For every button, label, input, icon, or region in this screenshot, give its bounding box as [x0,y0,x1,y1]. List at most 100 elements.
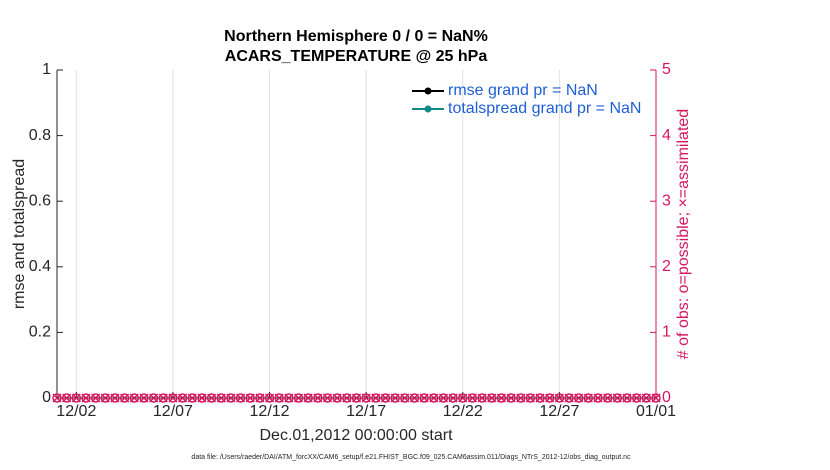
obs-marker [371,393,381,403]
marker-circle [612,393,623,403]
obs-marker [525,393,536,403]
marker-circle [458,393,468,403]
chart-title: Northern Hemisphere 0 / 0 = NaN% [224,28,488,45]
obs-marker [294,393,304,403]
marker-circle [467,393,478,403]
obs-marker [390,393,400,403]
obs-marker [477,393,487,403]
marker-cross [255,393,265,403]
marker-cross [245,393,255,403]
obs-marker [651,393,661,403]
marker-circle [274,393,284,403]
marker-circle [448,393,458,403]
marker-circle [52,393,62,403]
marker-cross [81,393,91,403]
obs-marker [506,393,516,403]
footnote: data file: /Users/raeder/DAI/ATM_forcXX/… [191,454,631,461]
obs-marker [400,393,410,403]
marker-cross [574,393,584,403]
obs-marker [554,393,564,403]
marker-cross [448,393,458,403]
marker-cross [419,393,429,403]
marker-circle [487,393,497,403]
obs-marker [149,393,159,403]
y-tick-label: 0.4 [29,258,51,275]
marker-cross [632,393,642,403]
obs-marker [81,393,91,403]
marker-circle [206,393,217,403]
obs-marker [458,393,468,403]
marker-circle [583,393,594,403]
marker-cross [322,393,333,403]
marker-cross [52,393,62,403]
obs-marker [564,393,574,403]
marker-cross [622,393,632,403]
y2-tick-label: 2 [662,258,671,275]
marker-circle [81,393,91,403]
obs-marker [148,393,159,403]
obs-marker [235,393,246,403]
y-axis-label: rmse and totalspread [11,159,28,309]
y2-axis-label: # of obs: o=possible; ×=assimilated [675,109,692,359]
obs-marker [236,393,246,403]
obs-marker [284,393,294,403]
marker-circle [110,393,120,403]
marker-cross [477,393,487,403]
obs-marker [467,393,477,403]
marker-circle [332,393,342,403]
obs-marker [487,393,497,403]
marker-circle [216,393,226,403]
marker-circle [419,393,429,403]
marker-cross [313,393,323,403]
marker-circle [177,393,188,403]
obs-marker [631,393,642,403]
marker-cross [158,393,168,403]
obs-marker [380,393,391,403]
obs-marker [178,393,188,403]
y2-tick-label: 3 [662,192,671,209]
marker-circle [409,393,420,403]
obs-marker [438,393,448,403]
marker-circle [90,393,101,403]
marker-circle [371,393,381,403]
marker-cross [506,393,516,403]
marker-cross [390,393,400,403]
marker-circle [651,393,661,403]
obs-marker [612,393,622,403]
obs-marker [535,393,545,403]
obs-marker [651,393,661,403]
obs-marker [264,393,275,403]
obs-marker [351,393,362,403]
obs-marker [100,393,111,403]
marker-cross [303,393,313,403]
marker-cross [294,393,304,403]
obs-marker [110,393,120,403]
obs-marker [81,393,91,403]
marker-cross [400,393,410,403]
obs-marker [525,393,535,403]
obs-marker [322,393,333,403]
marker-cross [100,393,110,403]
obs-marker [255,393,265,403]
obs-marker [448,393,458,403]
obs-marker [139,393,149,403]
y-tick-label: 0 [42,389,51,406]
obs-marker [342,393,352,403]
marker-circle [380,393,391,403]
y2-tick-label: 4 [662,127,671,144]
obs-marker [429,393,439,403]
obs-marker [226,393,236,403]
marker-circle [525,393,536,403]
marker-cross [62,393,72,403]
marker-cross [564,393,574,403]
obs-marker [641,393,651,403]
obs-marker [332,393,342,403]
obs-marker [71,393,82,403]
marker-circle [429,393,439,403]
obs-marker [515,393,526,403]
obs-marker [593,393,603,403]
x-tick-label: 12/02 [56,403,96,420]
marker-cross [284,393,294,403]
legend-label: totalspread grand pr = NaN [448,100,641,117]
